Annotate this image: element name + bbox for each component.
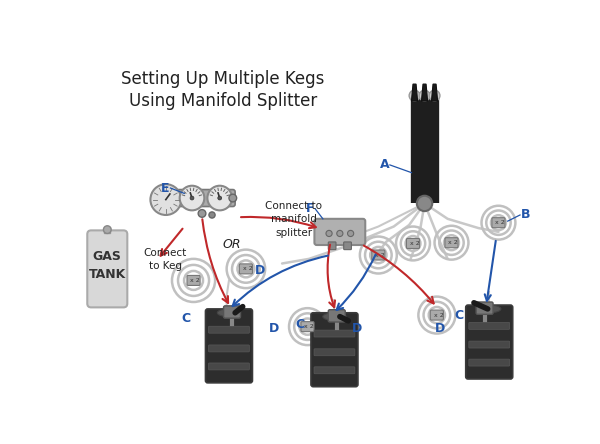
Bar <box>104 227 110 233</box>
FancyBboxPatch shape <box>344 242 352 250</box>
Polygon shape <box>421 84 428 101</box>
Circle shape <box>326 230 332 237</box>
Text: D: D <box>269 322 279 335</box>
Circle shape <box>151 184 181 215</box>
Ellipse shape <box>217 309 241 317</box>
Polygon shape <box>412 84 418 101</box>
Circle shape <box>409 90 420 101</box>
FancyBboxPatch shape <box>314 330 355 337</box>
Text: C: C <box>295 318 304 331</box>
Circle shape <box>103 226 111 234</box>
Circle shape <box>347 230 354 237</box>
FancyBboxPatch shape <box>301 321 314 332</box>
FancyBboxPatch shape <box>209 345 250 352</box>
Text: OR: OR <box>223 238 241 251</box>
FancyBboxPatch shape <box>87 230 127 307</box>
FancyBboxPatch shape <box>469 322 509 329</box>
FancyBboxPatch shape <box>314 367 355 374</box>
Text: x 2: x 2 <box>304 324 314 329</box>
Ellipse shape <box>478 305 501 313</box>
Text: D: D <box>352 322 362 335</box>
FancyBboxPatch shape <box>239 264 253 274</box>
FancyBboxPatch shape <box>314 219 365 245</box>
Circle shape <box>209 212 215 218</box>
FancyBboxPatch shape <box>311 313 358 387</box>
Text: Connect to
manifold
splitter: Connect to manifold splitter <box>265 201 322 238</box>
Circle shape <box>429 90 440 101</box>
FancyBboxPatch shape <box>328 310 345 322</box>
Text: Connect
to Keg: Connect to Keg <box>143 248 187 271</box>
Circle shape <box>417 196 432 211</box>
Polygon shape <box>431 84 437 101</box>
FancyBboxPatch shape <box>205 309 253 383</box>
FancyBboxPatch shape <box>372 250 385 260</box>
Text: x 2: x 2 <box>448 240 458 245</box>
FancyBboxPatch shape <box>209 363 250 370</box>
FancyBboxPatch shape <box>476 302 493 314</box>
Text: A: A <box>379 159 389 171</box>
Text: Setting Up Multiple Kegs: Setting Up Multiple Kegs <box>121 70 325 88</box>
FancyBboxPatch shape <box>466 305 513 379</box>
FancyBboxPatch shape <box>445 238 458 248</box>
Ellipse shape <box>323 313 346 321</box>
Text: x 2: x 2 <box>375 253 385 258</box>
Text: B: B <box>521 209 530 222</box>
Text: x 2: x 2 <box>242 266 253 271</box>
Circle shape <box>208 186 232 210</box>
FancyBboxPatch shape <box>209 326 250 333</box>
Text: D: D <box>434 322 445 335</box>
Text: GAS
TANK: GAS TANK <box>89 250 126 281</box>
Circle shape <box>190 196 194 200</box>
Circle shape <box>419 90 430 101</box>
FancyBboxPatch shape <box>224 306 241 318</box>
FancyBboxPatch shape <box>314 349 355 356</box>
Text: x 2: x 2 <box>495 220 505 225</box>
FancyBboxPatch shape <box>328 242 336 250</box>
Circle shape <box>179 186 205 210</box>
Text: E: E <box>160 182 169 194</box>
Text: C: C <box>181 313 190 325</box>
Circle shape <box>337 230 343 237</box>
Text: F: F <box>306 202 314 215</box>
Text: x 2: x 2 <box>434 313 443 317</box>
FancyBboxPatch shape <box>469 359 509 366</box>
FancyBboxPatch shape <box>492 218 505 228</box>
FancyBboxPatch shape <box>469 341 509 348</box>
Text: C: C <box>454 309 463 321</box>
FancyBboxPatch shape <box>176 190 235 206</box>
Circle shape <box>229 194 236 202</box>
Text: x 2: x 2 <box>410 241 419 246</box>
FancyBboxPatch shape <box>406 238 419 249</box>
Text: D: D <box>255 264 265 277</box>
Circle shape <box>218 196 221 200</box>
Circle shape <box>198 210 206 217</box>
FancyBboxPatch shape <box>187 275 200 285</box>
FancyBboxPatch shape <box>430 310 443 320</box>
Text: x 2: x 2 <box>190 278 200 283</box>
Text: Using Manifold Splitter: Using Manifold Splitter <box>128 92 317 110</box>
